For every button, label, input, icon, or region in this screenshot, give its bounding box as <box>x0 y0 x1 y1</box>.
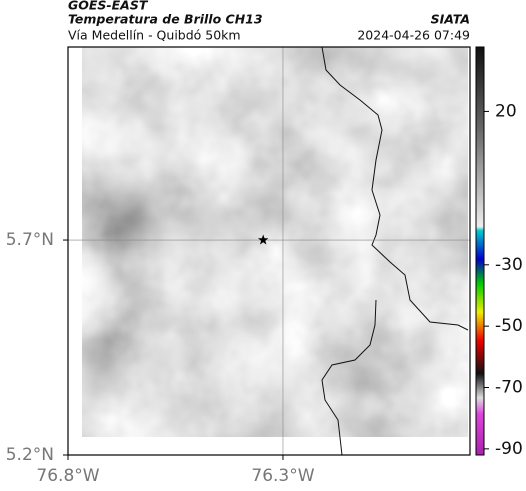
y-tick-label: 5.7°N <box>6 230 54 250</box>
product: Temperatura de Brillo CH13 <box>68 12 263 27</box>
map-area <box>82 47 469 455</box>
x-tick-label: 76.8°W <box>36 466 99 486</box>
map-frame <box>67 46 471 456</box>
location-marker <box>258 234 269 245</box>
colorbar-tick-label: -50 <box>495 316 523 336</box>
colorbar-tick-label: -30 <box>495 255 523 275</box>
colorbar-tick-label: 20 <box>495 101 517 121</box>
x-tick-label: 76.3°W <box>251 466 314 486</box>
datetime: 2024-04-26 07:49 <box>357 28 470 43</box>
region: Vía Medellín - Quibdó 50km <box>68 28 241 43</box>
satellite-image <box>82 47 468 437</box>
y-tick-label: 5.2°N <box>6 445 54 465</box>
boundary-line <box>321 47 469 455</box>
source: GOES-EAST <box>68 0 149 13</box>
colorbar-tick-label: -90 <box>495 439 523 459</box>
agency: SIATA <box>431 12 470 27</box>
colorbar <box>475 46 485 456</box>
colorbar-tick-label: -70 <box>495 378 523 398</box>
